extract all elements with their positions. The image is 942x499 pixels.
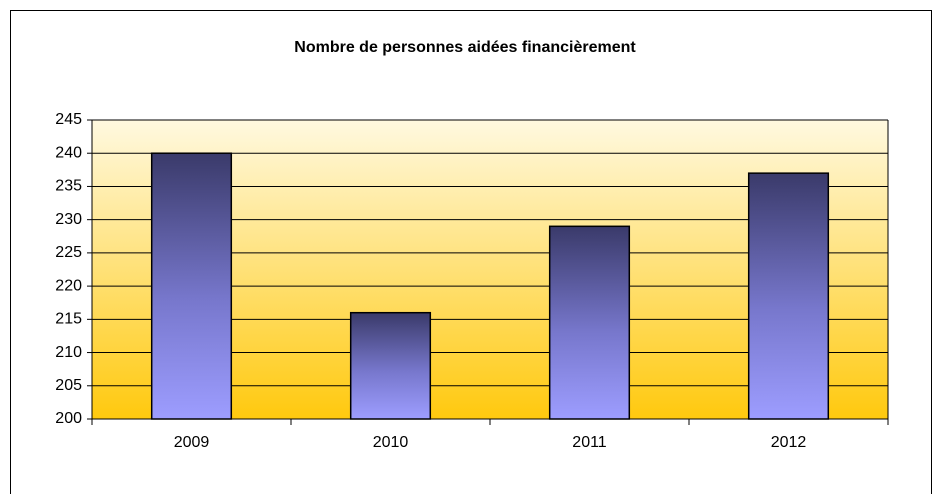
y-tick-label: 245 — [55, 111, 82, 128]
y-tick-label: 235 — [55, 178, 82, 195]
y-tick-label: 220 — [55, 277, 82, 294]
bar — [349, 311, 432, 420]
y-tick-label: 240 — [55, 144, 82, 161]
y-tick-label: 215 — [55, 311, 82, 328]
chart-title: Nombre de personnes aidées financièremen… — [294, 39, 636, 56]
x-tick-label: 2011 — [572, 434, 607, 451]
bar — [548, 225, 631, 420]
y-tick-label: 205 — [55, 377, 82, 394]
bar — [747, 172, 830, 420]
x-tick-label: 2010 — [373, 434, 409, 451]
y-tick-label: 230 — [55, 211, 82, 228]
x-tick-label: 2009 — [174, 434, 210, 451]
x-tick-label: 2012 — [771, 434, 807, 451]
y-tick-label: 210 — [55, 344, 82, 361]
bar — [150, 152, 233, 420]
y-tick-label: 225 — [55, 244, 82, 261]
y-tick-label: 200 — [55, 410, 82, 427]
